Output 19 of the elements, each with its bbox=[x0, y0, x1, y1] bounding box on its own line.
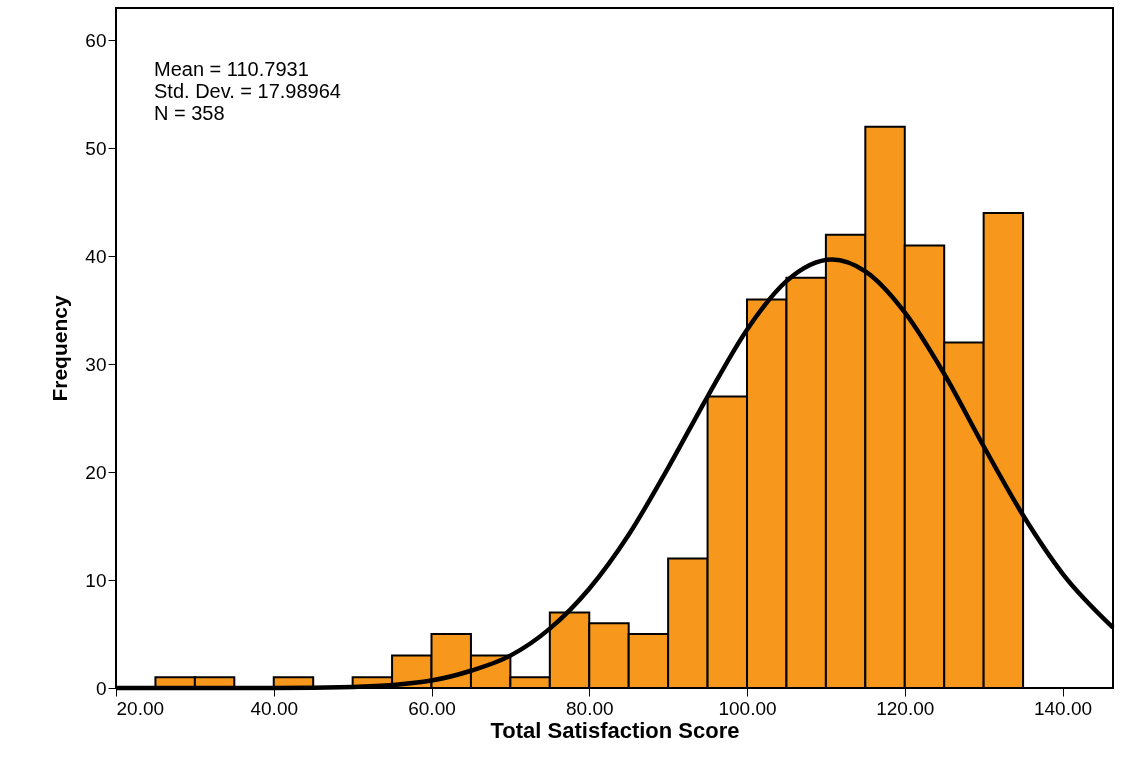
y-tick-label: 20 bbox=[85, 461, 107, 483]
x-tick-label: 80.00 bbox=[565, 697, 614, 719]
x-tick-label: 140.00 bbox=[1033, 697, 1093, 719]
annotation: Mean = 110.7931 bbox=[154, 58, 309, 80]
annotation: Std. Dev. = 17.98964 bbox=[154, 80, 341, 102]
y-tick-label: 60 bbox=[85, 29, 107, 51]
x-tick-label: 100.00 bbox=[718, 697, 777, 719]
x-tick-label: 40.00 bbox=[250, 697, 299, 719]
annotation: N = 358 bbox=[154, 102, 225, 124]
x-tick-label: 120.00 bbox=[876, 697, 935, 719]
x-tick-label: 60.00 bbox=[408, 697, 456, 719]
x-axis-title: Total Satisfaction Score bbox=[490, 717, 740, 743]
y-axis-title: Frequency bbox=[48, 295, 72, 402]
y-tick-label: 50 bbox=[85, 137, 107, 159]
y-tick-label: 0 bbox=[95, 677, 107, 699]
y-tick-label: 10 bbox=[85, 569, 107, 591]
x-tick-label: 20.00 bbox=[116, 697, 165, 719]
y-tick-label: 40 bbox=[85, 245, 107, 267]
y-tick-label: 30 bbox=[85, 353, 107, 375]
